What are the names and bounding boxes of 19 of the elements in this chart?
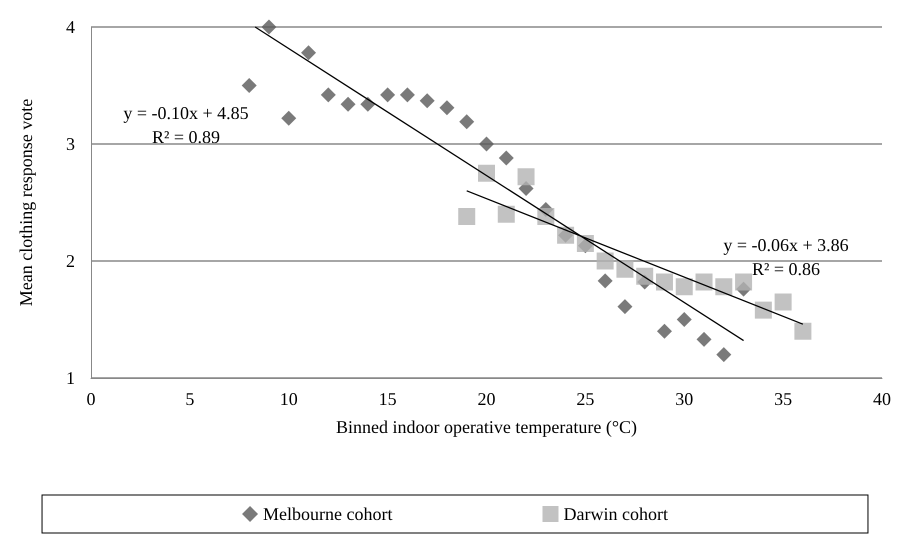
y-tick-label: 1 [66,368,75,388]
x-tick-label: 20 [478,389,496,409]
y-tick-label: 3 [66,134,75,154]
x-axis-title: Binned indoor operative temperature (°C) [336,417,638,437]
x-tick-label: 10 [280,389,298,409]
x-tick-label: 30 [675,389,694,409]
y-tick-label: 4 [66,17,75,37]
x-tick-label: 35 [774,389,792,409]
y-axis-title: Mean clothing response vote [16,98,36,306]
legend-label: Melbourne cohort [263,504,393,524]
legend-label: Darwin cohort [564,504,668,524]
x-tick-label: 0 [86,389,96,409]
annotation: y = -0.10x + 4.85 R² = 0.89 [123,103,249,147]
x-tick-label: 25 [576,389,594,409]
x-tick-label: 40 [873,389,891,409]
x-tick-label: 5 [185,389,194,409]
x-tick-label: 15 [378,389,397,409]
annotation: y = -0.06x + 3.86 R² = 0.86 [723,235,849,279]
y-tick-label: 2 [66,251,75,271]
